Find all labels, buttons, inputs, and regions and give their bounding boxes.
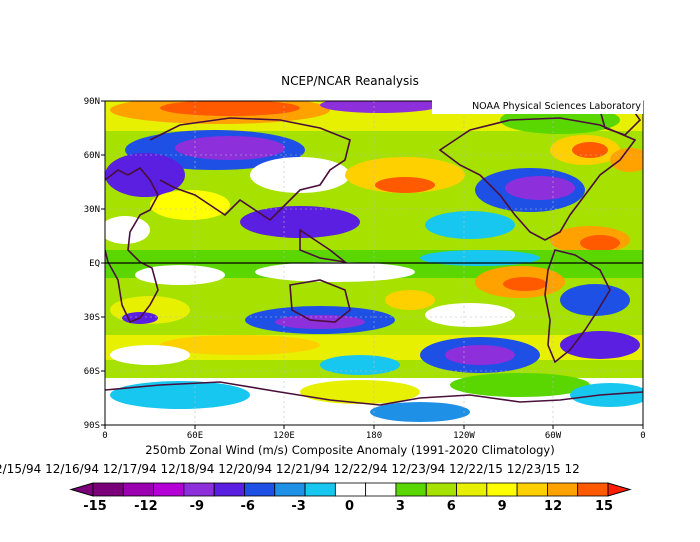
colorbar-cell: [547, 482, 579, 497]
colorbar-cell: [213, 482, 245, 497]
lat-label-60n: 60N: [84, 151, 100, 161]
colorbar-cell: [365, 482, 397, 497]
colorbar-label: -3: [291, 499, 305, 514]
colorbar-cell: [183, 482, 215, 497]
coastlines: [105, 105, 643, 406]
tick-marks: [101, 100, 644, 429]
colorbar-label: 0: [345, 499, 354, 514]
lat-label-30n: 30N: [84, 205, 100, 215]
lat-label-30s: 30S: [84, 313, 100, 323]
lat-label-90s: 90S: [84, 421, 100, 431]
colorbar-cell: [92, 482, 124, 497]
colorbar-cell: [244, 482, 276, 497]
colorbar-label: 15: [595, 499, 613, 514]
lat-label-90n: 90N: [84, 97, 100, 107]
colorbar-label: -15: [83, 499, 107, 514]
noaa-watermark: NOAA Physical Sciences Laboratory: [432, 100, 643, 114]
colorbar-cell: [516, 482, 548, 497]
colorbar-label: -6: [240, 499, 254, 514]
colorbar-cell: [334, 482, 367, 497]
lon-label-180: 180: [366, 431, 382, 441]
lon-label-120e: 120E: [273, 431, 295, 441]
colorbar-arrow-right: [607, 482, 632, 497]
colorbar-label: 6: [447, 499, 456, 514]
colorbar-arrow-left: [69, 482, 94, 497]
colorbar-label: -9: [190, 499, 204, 514]
colorbar-cell: [395, 482, 427, 497]
colorbar-cell: [425, 482, 457, 497]
lon-label-0-left: 0: [102, 431, 107, 441]
colorbar-label: 9: [498, 499, 507, 514]
lat-label-eq: EQ: [89, 259, 100, 269]
composite-dates: 2/15/94 12/16/94 12/17/94 12/18/94 12/20…: [0, 462, 580, 476]
map-title: NCEP/NCAR Reanalysis: [281, 74, 419, 88]
colorbar-cell: [304, 482, 336, 497]
lon-label-0-right: 0: [640, 431, 645, 441]
colorbar-cell: [153, 482, 185, 497]
colorbar-label: -12: [134, 499, 158, 514]
lon-label-120w: 120W: [453, 431, 475, 441]
colorbar-cell: [577, 482, 609, 497]
colorbar-label: 12: [544, 499, 562, 514]
lat-label-60s: 60S: [84, 367, 100, 377]
colorbar-labels: -15 -12 -9 -6 -3 0 3 6 9 12 15: [83, 499, 613, 514]
colorbar-cell: [456, 482, 488, 497]
colorbar-cell: [122, 482, 154, 497]
anomaly-field: [105, 101, 643, 425]
variable-caption: 250mb Zonal Wind (m/s) Composite Anomaly…: [145, 443, 555, 457]
colorbar-cells: [69, 482, 632, 497]
lon-label-60w: 60W: [545, 431, 562, 441]
lon-label-60e: 60E: [187, 431, 203, 441]
colorbar-cell: [274, 482, 306, 497]
colorbar-cell: [486, 482, 518, 497]
colorbar-label: 3: [396, 499, 405, 514]
